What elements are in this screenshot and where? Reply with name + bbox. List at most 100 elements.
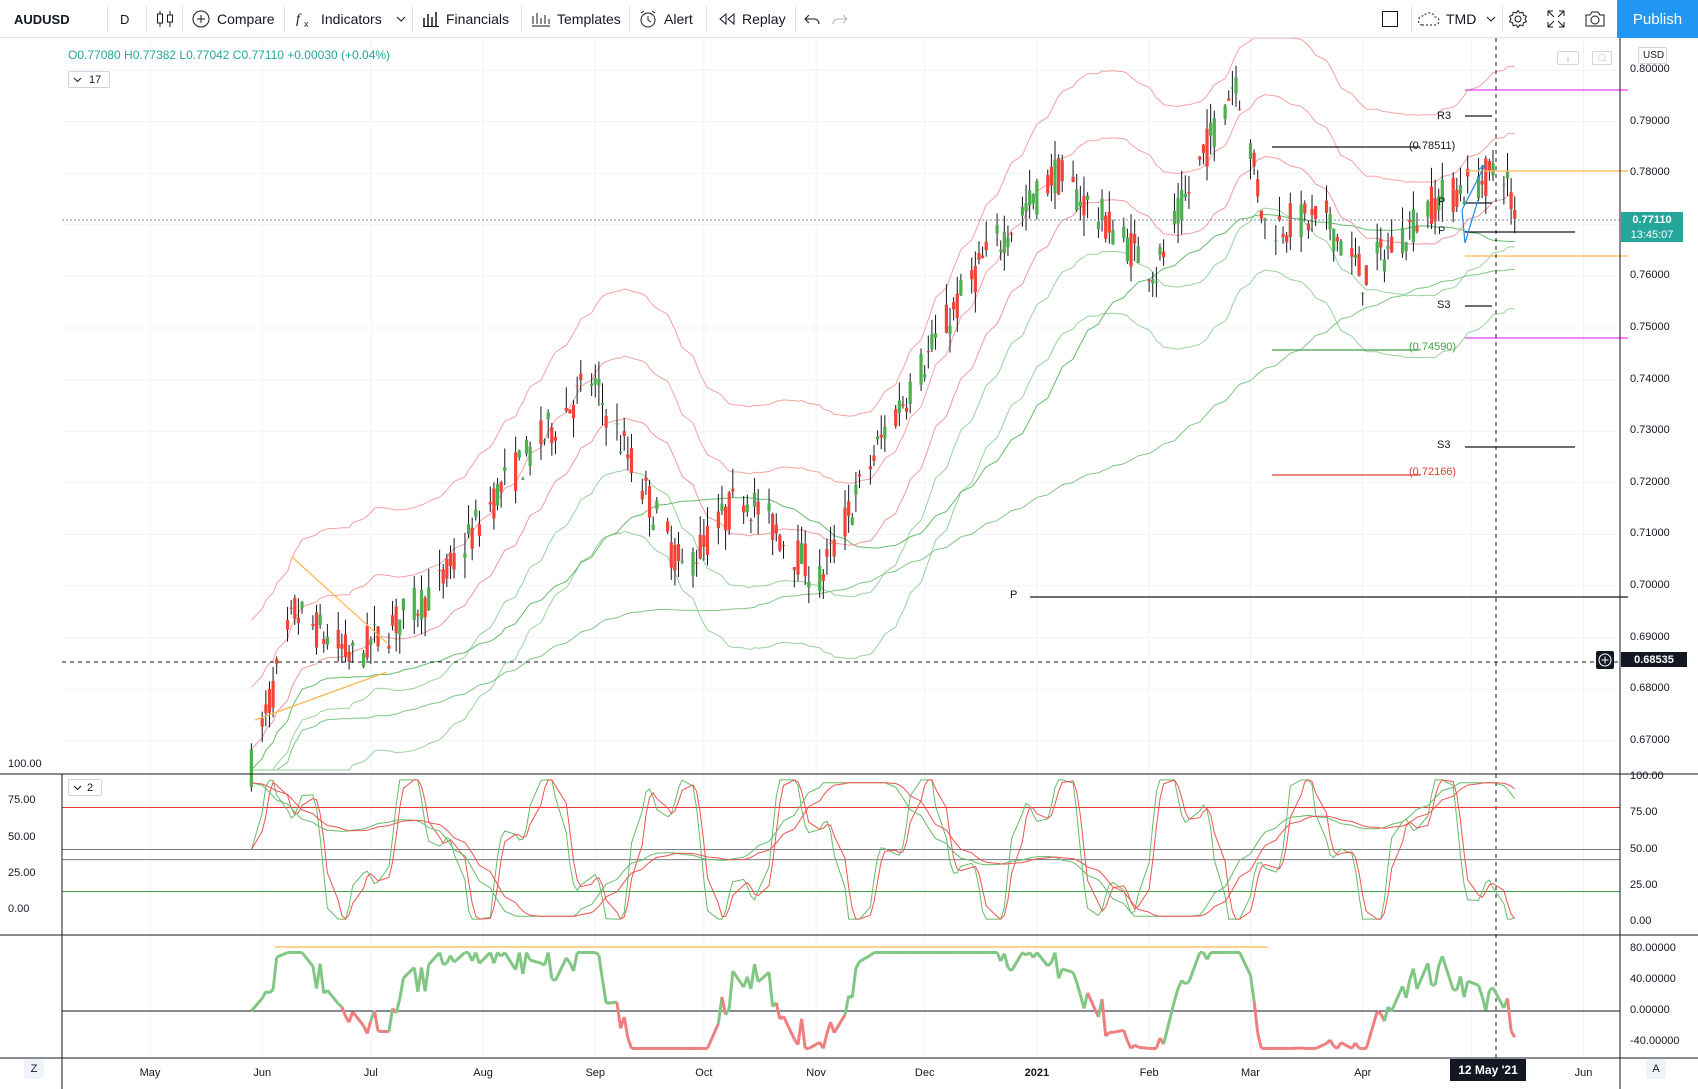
timezone-button[interactable]: Z xyxy=(24,1059,44,1079)
candle-down xyxy=(568,409,572,414)
candle-down xyxy=(1049,166,1053,186)
candle-down xyxy=(1513,209,1517,219)
alert-button[interactable]: Alert xyxy=(638,0,693,38)
osc-segment-up xyxy=(1180,979,1187,985)
candle-down xyxy=(1357,253,1361,276)
candle-down xyxy=(626,454,630,459)
ma-100 xyxy=(251,268,1515,771)
add-alert-button[interactable] xyxy=(1596,651,1614,669)
interval-button[interactable]: D xyxy=(120,11,130,27)
templates-button[interactable]: Templates xyxy=(531,0,621,38)
candle-down xyxy=(441,569,445,584)
fullscreen-button[interactable] xyxy=(1547,0,1565,38)
candle-down xyxy=(821,574,825,581)
candle-down xyxy=(1310,208,1314,215)
plus-circle-icon xyxy=(192,10,210,28)
osc-segment-up xyxy=(1404,979,1412,999)
candle-down xyxy=(828,542,833,544)
candle-up xyxy=(720,503,724,512)
candle-down xyxy=(901,404,905,406)
candle-down xyxy=(1227,98,1231,101)
candle-down xyxy=(952,302,956,310)
currency-label[interactable]: USD xyxy=(1638,47,1667,64)
osc-segment-down xyxy=(832,1013,847,1034)
candle-up xyxy=(1400,227,1405,254)
separator xyxy=(521,6,522,32)
candle-up xyxy=(1299,204,1303,238)
chevron-down-icon xyxy=(73,785,82,790)
candle-down xyxy=(448,552,453,567)
undo-button[interactable] xyxy=(804,0,820,38)
separator xyxy=(412,6,413,32)
indicator-collapse-toggle[interactable]: 17 xyxy=(68,71,110,88)
price-tick-label: 0.67000 xyxy=(1630,733,1670,746)
candle-down xyxy=(879,434,883,438)
chart-canvas[interactable] xyxy=(0,38,1698,1089)
candle-down xyxy=(981,255,985,259)
candle-down xyxy=(267,689,272,713)
candle-up xyxy=(1248,143,1253,160)
price-tick-label: 0.69000 xyxy=(1630,630,1670,643)
compare-button[interactable]: Compare xyxy=(191,0,275,38)
candle-up xyxy=(517,450,521,458)
osc-segment-up xyxy=(843,995,851,1015)
osc-segment-down xyxy=(1328,1039,1336,1048)
osc-segment-down xyxy=(1130,1043,1136,1050)
candle-up xyxy=(1158,247,1162,255)
time-tick-label: Oct xyxy=(695,1067,713,1079)
candle-up xyxy=(1462,201,1466,204)
candle-down xyxy=(723,506,728,531)
replay-label: Replay xyxy=(742,11,786,27)
snapshot-button[interactable] xyxy=(1584,0,1606,38)
osc-segment-up xyxy=(753,963,760,983)
level-label-s3-upper: S3 xyxy=(1437,299,1451,311)
candle-up xyxy=(495,483,500,506)
pane-down-button[interactable]: ↓ xyxy=(1557,51,1579,65)
candle-down xyxy=(322,638,326,644)
osc-segment-up xyxy=(1484,990,1491,1011)
chevron-down-icon[interactable] xyxy=(1486,16,1496,22)
pane-restore-button[interactable]: □ xyxy=(1592,51,1612,65)
price-tick-label: 0.70000 xyxy=(1630,579,1670,591)
chart-type-button[interactable] xyxy=(156,0,174,38)
chevron-down-icon[interactable] xyxy=(396,16,406,22)
level-label-r3: R3 xyxy=(1437,110,1452,122)
redo-button[interactable] xyxy=(832,0,848,38)
osc-segment-up xyxy=(551,977,557,982)
candle-down xyxy=(1433,198,1437,222)
save-layout-button[interactable]: TMD xyxy=(1416,0,1496,38)
layout-select-button[interactable] xyxy=(1381,0,1399,38)
countdown-tag: 13:45:07 xyxy=(1621,227,1683,242)
candle-down xyxy=(698,534,702,559)
stoch-k-fast xyxy=(250,779,1515,920)
settings-button[interactable] xyxy=(1508,0,1528,38)
candle-down xyxy=(1201,144,1206,153)
candle-down xyxy=(579,373,583,381)
financials-button[interactable]: Financials xyxy=(422,0,509,38)
time-tick-label: Jun xyxy=(1574,1067,1593,1079)
osc-segment-up xyxy=(1162,1000,1176,1045)
osc-segment-up xyxy=(442,961,448,967)
redo-icon xyxy=(832,14,848,25)
ohlc-legend: O0.77080 H0.77382 L0.77042 C0.77110 +0.0… xyxy=(68,48,391,62)
candle-down xyxy=(669,542,673,568)
symbol-search[interactable]: AUDUSD xyxy=(14,11,70,27)
candle-up xyxy=(818,566,822,592)
auto-scale-button[interactable]: A xyxy=(1646,1059,1666,1079)
candle-up xyxy=(1386,245,1390,250)
stoch-collapse-toggle[interactable]: 2 xyxy=(68,779,102,796)
candle-down xyxy=(1484,158,1488,197)
cloud-icon xyxy=(1417,12,1440,26)
trend-line xyxy=(254,671,388,721)
plus-circle-icon xyxy=(1598,653,1612,667)
publish-button[interactable]: Publish xyxy=(1617,0,1698,38)
osc-tick-label: -40.00000 xyxy=(1630,1035,1680,1048)
candle-down xyxy=(314,612,319,648)
candle-up xyxy=(897,400,901,413)
osc-tick-label: 40.00000 xyxy=(1630,972,1676,985)
replay-button[interactable]: Replay xyxy=(718,0,786,38)
candle-down xyxy=(1046,175,1050,194)
upper-band-1 xyxy=(251,94,1515,688)
